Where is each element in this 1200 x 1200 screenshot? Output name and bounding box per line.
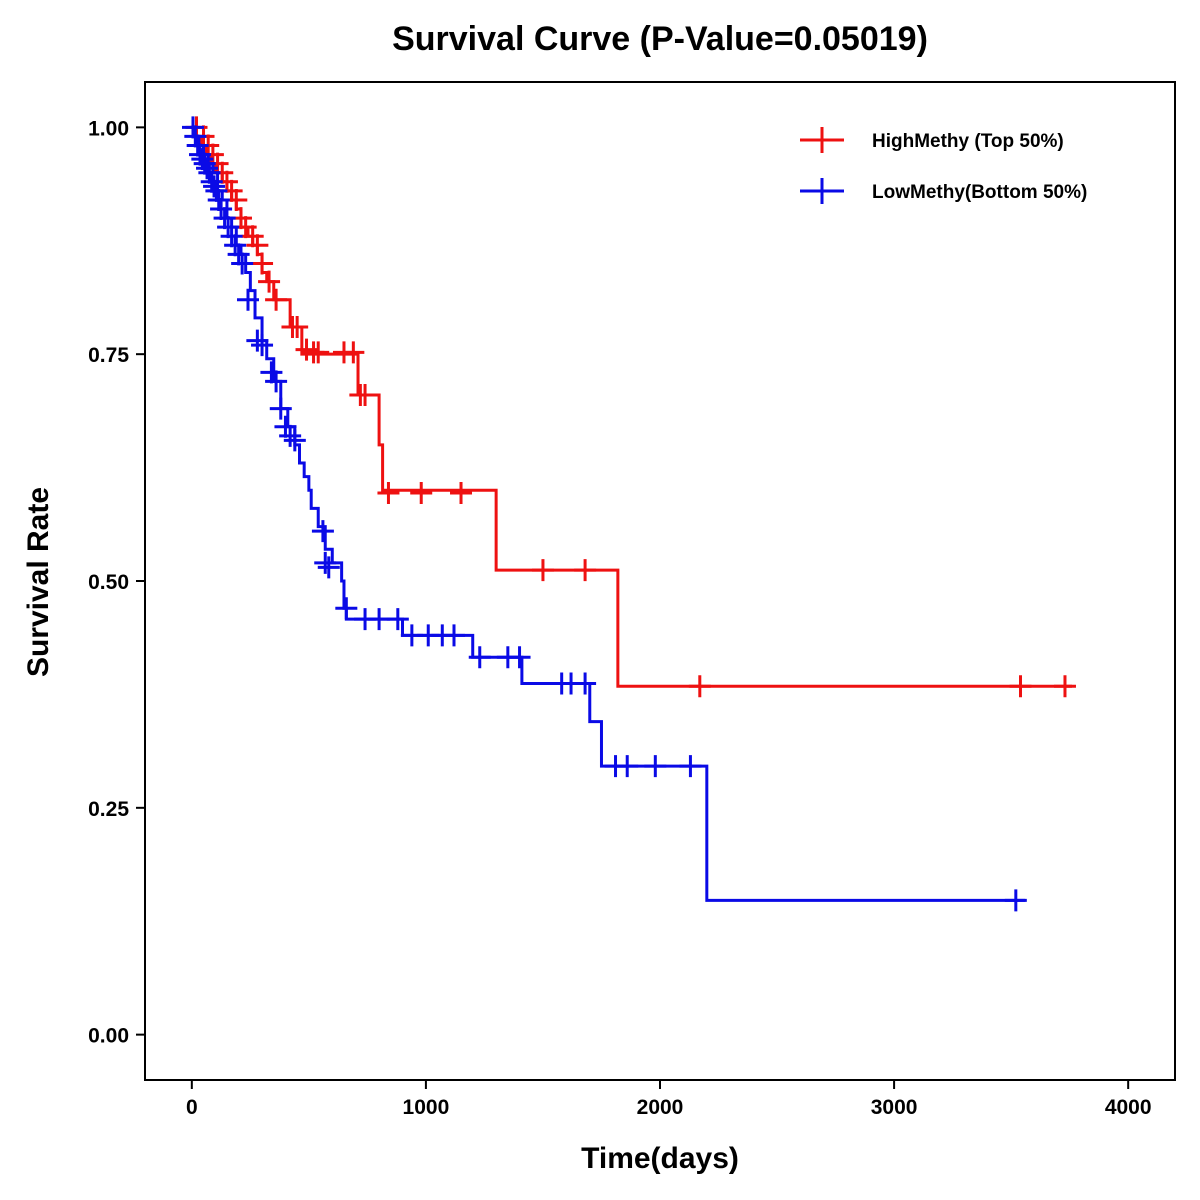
censor-mark [213, 207, 236, 230]
censor-mark [191, 148, 214, 171]
legend-label: HighMethy (Top 50%) [872, 131, 1064, 152]
censor-mark [342, 341, 365, 364]
censor-mark [443, 624, 465, 647]
x-tick-label: 1000 [403, 1096, 450, 1119]
series-layer [181, 116, 1076, 912]
censor-mark [574, 672, 597, 695]
censor-mark [283, 429, 306, 452]
censor-mark [311, 520, 334, 543]
censor-mark [335, 597, 358, 620]
y-tick-label: 0.75 [88, 344, 129, 367]
chart-title: Survival Curve (P-Value=0.05019) [392, 20, 928, 58]
censor-mark [1009, 675, 1032, 698]
censor-mark [286, 315, 309, 338]
censor-mark [246, 329, 269, 352]
censor-mark [386, 608, 409, 631]
censor-mark [279, 424, 302, 447]
y-tick-label: 0.00 [88, 1025, 129, 1048]
censor-mark [265, 370, 288, 393]
series-line [190, 125, 1026, 902]
censor-mark [227, 243, 250, 266]
censor-mark [1004, 889, 1027, 912]
censor-mark [237, 288, 259, 311]
y-axis-title: Survival Rate [22, 487, 55, 677]
censor-mark [231, 252, 254, 275]
censor-mark [314, 551, 337, 574]
censor-mark [241, 225, 264, 248]
censor-mark [198, 161, 221, 184]
censor-mark [184, 125, 207, 148]
censor-mark [274, 415, 297, 438]
censor-mark [644, 755, 667, 778]
censor-mark [181, 116, 204, 139]
x-tick-label: 2000 [637, 1096, 684, 1119]
censor-mark [317, 556, 340, 579]
censor-mark [246, 234, 269, 257]
legend-label: LowMethy(Bottom 50%) [872, 182, 1087, 203]
censor-mark [354, 384, 377, 407]
censor-mark [196, 157, 219, 180]
censor-mark [269, 397, 292, 420]
censor-mark [468, 646, 491, 669]
x-tick-label: 0 [186, 1096, 198, 1119]
censor-mark [193, 152, 216, 175]
censor-mark [688, 675, 711, 698]
censor-mark [616, 755, 639, 778]
censor-mark [265, 288, 288, 311]
y-tick-label: 1.00 [88, 117, 129, 140]
censor-mark [307, 341, 330, 364]
legend: HighMethy (Top 50%) LowMethy(Bottom 50%) [800, 127, 1087, 204]
censor-mark [205, 179, 228, 202]
plot-frame [144, 81, 1176, 1081]
censor-mark [203, 175, 226, 198]
x-axis-title: Time(days) [581, 1142, 739, 1175]
censor-mark [251, 334, 274, 357]
censor-mark [260, 361, 283, 384]
censor-mark [186, 134, 209, 157]
censor-mark [207, 188, 230, 211]
censor-mark [210, 198, 233, 221]
censor-mark [410, 481, 433, 504]
censor-mark [508, 646, 531, 669]
censor-mark [220, 225, 243, 248]
series-line [190, 125, 1072, 688]
censor-mark [189, 143, 212, 166]
censor-mark [258, 270, 281, 293]
x-tick-label: 4000 [1105, 1096, 1152, 1119]
censor-mark [574, 559, 597, 582]
censor-mark [531, 559, 554, 582]
censor-mark [377, 481, 400, 504]
censor-mark [679, 755, 702, 778]
censor-mark [224, 234, 247, 257]
censor-mark [368, 608, 391, 631]
y-axis: 0.00 0.25 0.50 0.75 1.00 [88, 117, 145, 1048]
censor-mark [450, 481, 473, 504]
y-tick-label: 0.50 [88, 571, 129, 594]
censor-mark [1053, 675, 1076, 698]
x-axis: 0 1000 2000 3000 4000 [186, 1080, 1152, 1119]
censor-mark [217, 216, 240, 239]
series-1 [181, 116, 1027, 912]
x-tick-label: 3000 [871, 1096, 918, 1119]
y-tick-label: 0.25 [88, 798, 129, 821]
censor-mark [200, 170, 223, 193]
censor-mark [251, 252, 274, 275]
series-0 [185, 116, 1076, 698]
